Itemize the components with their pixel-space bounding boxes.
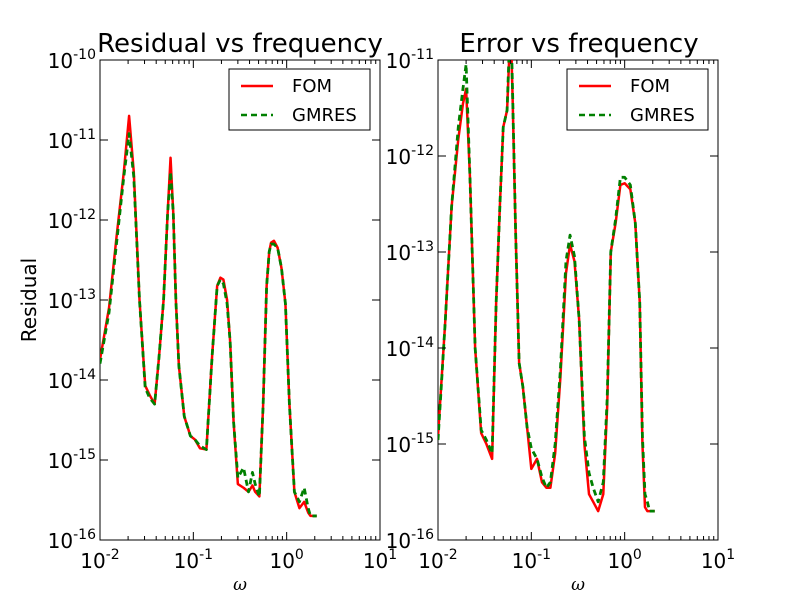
y-tick-label: 10-16 [48,527,96,553]
tick-exponent: -11 [73,127,96,143]
tick-exponent: -11 [411,47,434,63]
axis-ticks: 10-2 10-1 100 10110-1610-1510-1410-1310-121… [48,47,398,573]
tick-base: 10 [48,289,73,313]
tick-base: 10 [48,209,73,233]
tick-base: 10 [363,549,388,573]
plot-curves [438,60,656,513]
legend-frame [228,68,371,131]
panel-residual: Residual vs frequency 10-2 10-1 100 10110-1… [17,29,397,595]
legend-label-fom: FOM [630,76,670,97]
y-tick-label: 10-13 [386,239,434,265]
x-tick-label: 101 [363,547,397,573]
plot-frame [437,59,719,541]
series-line-gmres [100,132,317,518]
tick-exponent: -13 [411,239,434,255]
x-tick-label: 10-2 [418,547,457,573]
legend: FOM GMRES [228,68,371,131]
tick-base: 10 [269,549,294,573]
legend-label-gmres: GMRES [630,105,695,126]
tick-base: 10 [80,549,105,573]
x-tick-label: 100 [269,547,303,573]
x-tick-label: 100 [607,547,641,573]
y-tick-label: 10-12 [386,143,434,169]
tick-base: 10 [386,241,411,265]
y-tick-label: 10-15 [48,447,96,473]
tick-exponent: 1 [388,547,397,563]
legend-frame [566,68,709,131]
legend-label-fom: FOM [292,76,332,97]
x-axis-label: ω [233,575,247,595]
tick-exponent: -16 [73,527,96,543]
chart-title: Residual vs frequency [97,29,383,59]
y-tick-label: 10-10 [48,47,96,73]
legend: FOM GMRES [566,68,709,131]
plot-curves [100,114,317,518]
axis-ticks: 10-2 10-1 100 10110-1610-1510-1410-1310-121… [386,47,736,573]
plot-frame [99,59,381,541]
tick-base: 10 [48,369,73,393]
y-tick-label: 10-11 [386,47,434,73]
x-axis-label: ω [571,575,585,595]
tick-base: 10 [48,449,73,473]
tick-exponent: -15 [411,431,434,447]
tick-exponent: -10 [73,47,96,63]
x-tick-label: 10-1 [174,547,213,573]
tick-base: 10 [48,49,73,73]
x-tick-label: 10-2 [80,547,119,573]
tick-exponent: 1 [726,547,735,563]
x-tick-label: 101 [701,547,735,573]
tick-base: 10 [607,549,632,573]
y-tick-label: 10-13 [48,287,96,313]
y-tick-label: 10-11 [48,127,96,153]
tick-exponent: -1 [537,547,551,563]
tick-base: 10 [701,549,726,573]
chart-title: Error vs frequency [459,29,698,59]
tick-base: 10 [48,529,73,553]
tick-exponent: -13 [73,287,96,303]
tick-exponent: -16 [411,527,434,543]
tick-exponent: -1 [199,547,213,563]
tick-base: 10 [386,433,411,457]
tick-base: 10 [386,529,411,553]
tick-exponent: -12 [73,207,96,223]
tick-exponent: 0 [633,547,642,563]
tick-base: 10 [512,549,537,573]
y-tick-label: 10-14 [386,335,434,361]
y-tick-label: 10-16 [386,527,434,553]
tick-exponent: -2 [444,547,458,563]
tick-base: 10 [418,549,443,573]
legend-label-gmres: GMRES [292,105,357,126]
tick-exponent: 0 [295,547,304,563]
tick-base: 10 [48,129,73,153]
tick-base: 10 [174,549,199,573]
tick-base: 10 [386,49,411,73]
series-line-gmres [438,60,656,513]
tick-base: 10 [386,337,411,361]
y-tick-label: 10-15 [386,431,434,457]
y-axis-label: Residual [17,258,41,342]
tick-exponent: -14 [73,367,96,383]
y-tick-label: 10-14 [48,367,96,393]
tick-exponent: -2 [106,547,120,563]
panel-error: Error vs frequency 10-2 10-1 100 10110-1610… [386,29,736,595]
tick-exponent: -15 [73,447,96,463]
y-tick-label: 10-12 [48,207,96,233]
tick-exponent: -12 [411,143,434,159]
tick-exponent: -14 [411,335,434,351]
x-tick-label: 10-1 [512,547,551,573]
tick-base: 10 [386,145,411,169]
